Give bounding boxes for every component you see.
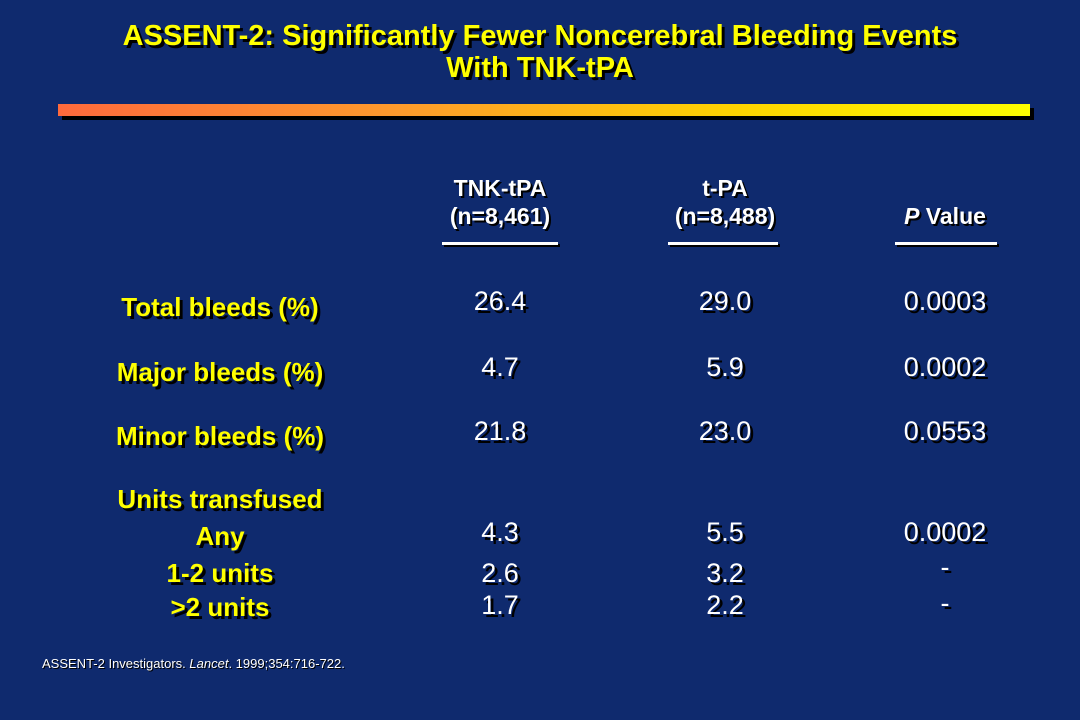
column-header-p-rest: Value <box>919 203 986 229</box>
column-header-t-pa-name: t-PA <box>702 175 748 201</box>
citation-details: . 1999;354:716-722. <box>228 656 345 671</box>
column-underline-t-pa <box>668 242 778 245</box>
column-header-tnk-tpa: TNK-tPA (n=8,461) <box>420 174 580 230</box>
row-label-total-bleeds: Total bleeds (%) <box>121 292 319 322</box>
cell-1-2-units-p: - <box>940 552 950 582</box>
cell-gt-2-units-tpa: 2.2 <box>706 590 744 620</box>
cell-1-2-units-tnk: 2.6 <box>481 558 519 588</box>
slide-title: ASSENT-2: Significantly Fewer Noncerebra… <box>0 20 1080 84</box>
cell-major-tpa: 5.9 <box>706 352 744 382</box>
row-label-1-2-units: 1-2 units <box>166 558 274 588</box>
cell-total-tnk: 26.4 <box>473 286 527 316</box>
slide-title-line-1: ASSENT-2: Significantly Fewer Noncerebra… <box>122 20 958 52</box>
cell-1-2-units-tpa: 3.2 <box>706 558 744 588</box>
row-label-minor-bleeds: Minor bleeds (%) <box>115 421 324 451</box>
cell-gt-2-units-tnk: 1.7 <box>481 590 519 620</box>
column-underline-p-value <box>895 242 997 245</box>
citation-authors: ASSENT-2 Investigators. <box>42 656 190 671</box>
column-header-t-pa: t-PA (n=8,488) <box>645 174 805 230</box>
column-header-tnk-tpa-n: (n=8,461) <box>449 203 551 229</box>
row-label-units-transfused: Units transfused <box>117 484 323 514</box>
cell-minor-tnk: 21.8 <box>473 416 527 446</box>
cell-total-tpa: 29.0 <box>698 286 752 316</box>
cell-gt-2-units-p: - <box>940 588 950 618</box>
title-underline-bar <box>58 104 1030 116</box>
row-label-major-bleeds: Major bleeds (%) <box>116 357 324 387</box>
cell-any-tpa: 5.5 <box>706 517 744 547</box>
column-underline-tnk-tpa <box>442 242 558 245</box>
column-header-tnk-tpa-name: TNK-tPA <box>453 175 547 201</box>
slide-title-line-2: With TNK-tPA <box>446 52 634 84</box>
cell-major-p: 0.0002 <box>903 352 987 382</box>
cell-any-tnk: 4.3 <box>481 517 519 547</box>
column-header-p-value: P Value <box>865 202 1025 230</box>
citation: ASSENT-2 Investigators. Lancet. 1999;354… <box>42 656 345 671</box>
column-header-t-pa-n: (n=8,488) <box>674 203 776 229</box>
citation-journal: Lancet <box>189 656 229 671</box>
cell-any-p: 0.0002 <box>903 517 987 547</box>
row-label-gt-2-units: >2 units <box>170 592 270 622</box>
cell-minor-tpa: 23.0 <box>698 416 752 446</box>
column-header-p-italic: P <box>904 203 920 229</box>
cell-minor-p: 0.0553 <box>903 416 987 446</box>
cell-total-p: 0.0003 <box>903 286 987 316</box>
row-label-any: Any <box>195 521 245 551</box>
cell-major-tnk: 4.7 <box>481 352 519 382</box>
